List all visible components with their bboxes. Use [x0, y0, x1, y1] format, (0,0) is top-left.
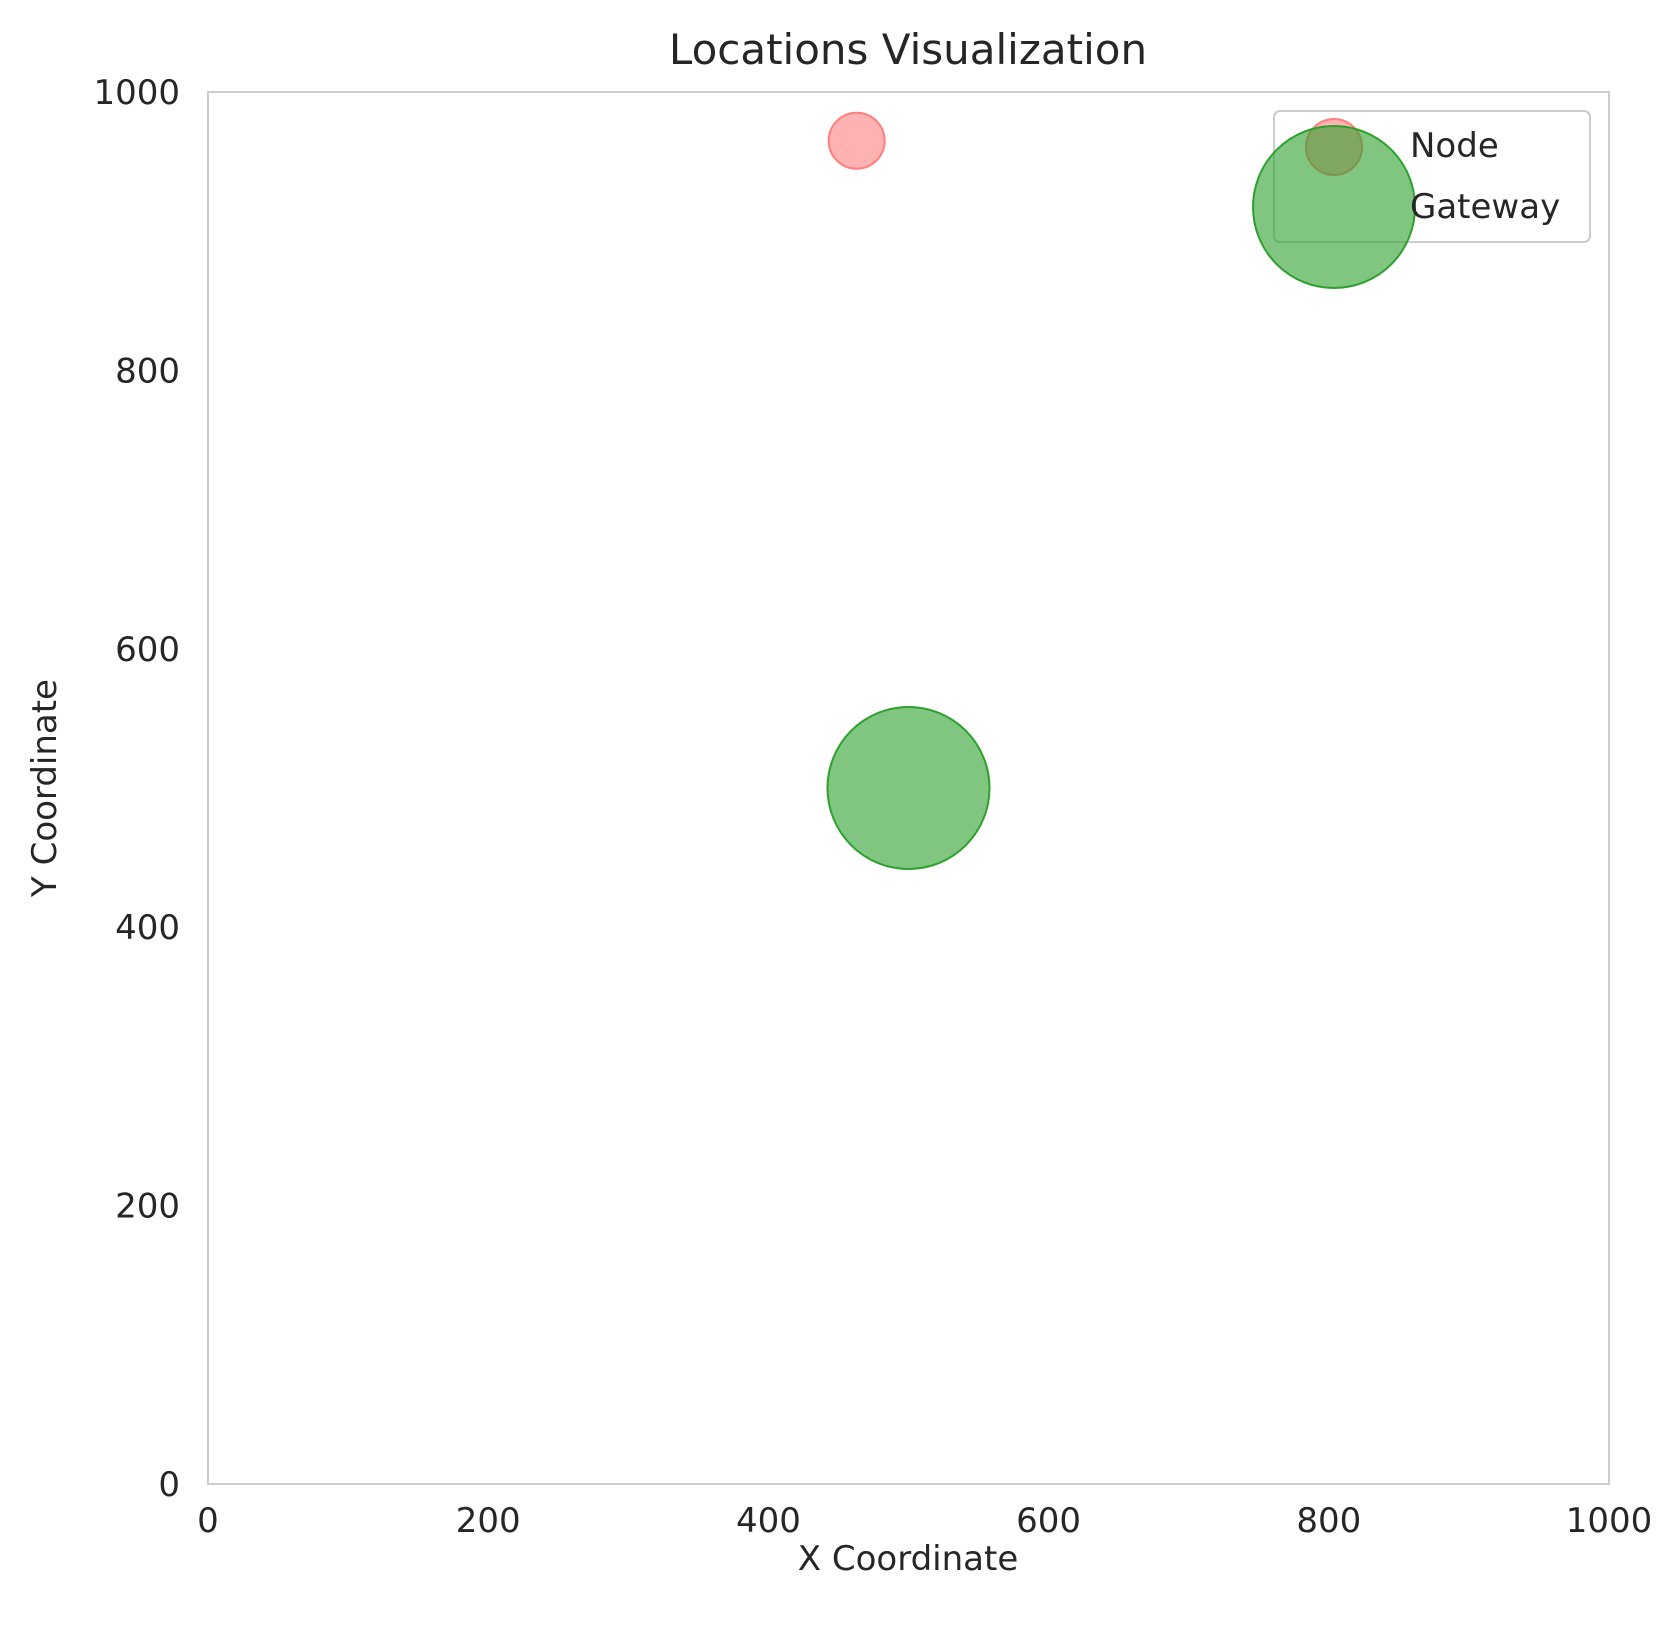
x-tick-label: 800: [1296, 1501, 1361, 1541]
x-tick-label: 200: [456, 1501, 521, 1541]
y-tick-label: 400: [115, 908, 180, 948]
x-tick-label: 1000: [1566, 1501, 1653, 1541]
chart-title: Locations Visualization: [669, 25, 1147, 74]
y-tick-label: 0: [158, 1465, 180, 1505]
legend-label-node: Node: [1410, 126, 1499, 166]
data-points: [826, 111, 991, 870]
x-tick-label: 600: [1016, 1501, 1081, 1541]
x-tick-label: 0: [197, 1501, 219, 1541]
data-point-node: [827, 111, 886, 170]
y-axis-label: Y Coordinate: [25, 679, 65, 898]
y-axis: 0 200 400 600 800 1000: [93, 73, 180, 1505]
y-tick-label: 200: [115, 1187, 180, 1227]
y-tick-label: 800: [115, 351, 180, 391]
legend-label-gateway: Gateway: [1410, 187, 1560, 227]
legend: Node Gateway: [1252, 110, 1591, 289]
data-point-gateway: [826, 706, 991, 870]
y-tick-label: 600: [115, 630, 180, 670]
x-tick-label: 400: [736, 1501, 801, 1541]
legend-marker-gateway: [1252, 125, 1416, 289]
x-axis-label: X Coordinate: [798, 1539, 1019, 1579]
y-tick-label: 1000: [93, 73, 180, 113]
x-axis: 0 200 400 600 800 1000: [197, 1501, 1652, 1541]
